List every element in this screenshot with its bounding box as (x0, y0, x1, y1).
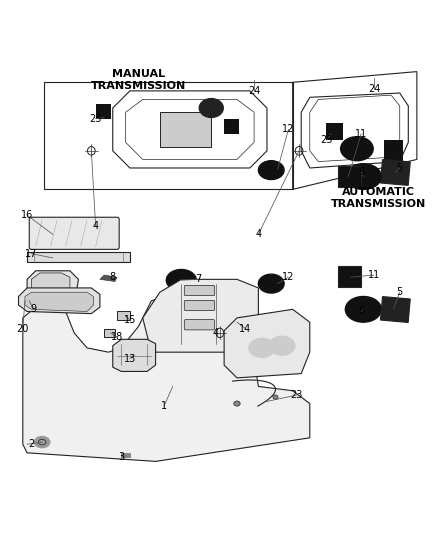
Ellipse shape (269, 336, 295, 355)
Polygon shape (32, 273, 70, 307)
Polygon shape (113, 340, 155, 372)
Bar (160, 112, 211, 147)
Ellipse shape (34, 437, 50, 448)
Polygon shape (27, 271, 78, 311)
Text: 16: 16 (21, 210, 33, 220)
Text: 7: 7 (195, 274, 201, 284)
Text: 6: 6 (358, 167, 364, 177)
Polygon shape (18, 288, 100, 313)
Polygon shape (224, 309, 310, 378)
Text: 24: 24 (248, 86, 260, 96)
Text: 18: 18 (111, 332, 123, 342)
Text: 14: 14 (240, 324, 252, 334)
Ellipse shape (345, 296, 381, 322)
Bar (95, 104, 111, 119)
Polygon shape (143, 279, 258, 352)
Text: 8: 8 (110, 272, 116, 282)
Ellipse shape (341, 137, 373, 161)
Text: MANUAL
TRANSMISSION: MANUAL TRANSMISSION (91, 69, 186, 91)
Text: 6: 6 (358, 306, 364, 317)
Text: AUTOMATIC
TRANSMISSION: AUTOMATIC TRANSMISSION (331, 187, 426, 209)
Polygon shape (100, 275, 117, 281)
Bar (121, 453, 131, 458)
Bar (104, 329, 115, 337)
Ellipse shape (258, 161, 284, 180)
Bar (117, 311, 130, 320)
Text: 2: 2 (28, 439, 35, 449)
Text: 20: 20 (17, 324, 29, 334)
Ellipse shape (345, 164, 381, 189)
Ellipse shape (258, 274, 284, 293)
Text: 12: 12 (282, 124, 295, 134)
Text: 25: 25 (321, 135, 333, 145)
Text: 4: 4 (92, 221, 99, 231)
Bar (224, 119, 239, 134)
Text: 11: 11 (368, 270, 380, 280)
Bar (338, 166, 361, 187)
FancyBboxPatch shape (184, 300, 215, 311)
Text: 5: 5 (397, 287, 403, 297)
Text: 15: 15 (124, 315, 136, 325)
Text: 24: 24 (368, 84, 380, 94)
Text: 12: 12 (282, 272, 295, 282)
Text: 13: 13 (124, 353, 136, 364)
Text: 25: 25 (89, 114, 102, 124)
Text: 5: 5 (397, 163, 403, 173)
Text: 1: 1 (161, 401, 167, 411)
Text: 4: 4 (212, 328, 219, 338)
Bar (381, 159, 410, 185)
Bar (384, 140, 403, 164)
Bar (381, 296, 410, 322)
Text: 9: 9 (31, 304, 37, 314)
Ellipse shape (249, 338, 275, 357)
Ellipse shape (199, 99, 223, 117)
Text: 17: 17 (25, 249, 38, 259)
FancyBboxPatch shape (184, 320, 215, 330)
FancyBboxPatch shape (184, 285, 215, 296)
Ellipse shape (273, 395, 278, 399)
Ellipse shape (234, 401, 240, 406)
Text: 4: 4 (255, 229, 261, 239)
Bar (326, 123, 343, 140)
Bar (338, 265, 361, 287)
Text: 23: 23 (291, 390, 303, 400)
FancyBboxPatch shape (29, 217, 119, 249)
Polygon shape (25, 292, 93, 311)
Polygon shape (23, 292, 310, 462)
Text: 3: 3 (118, 452, 124, 462)
Text: 11: 11 (355, 128, 367, 139)
Polygon shape (27, 252, 130, 262)
Ellipse shape (166, 270, 196, 291)
